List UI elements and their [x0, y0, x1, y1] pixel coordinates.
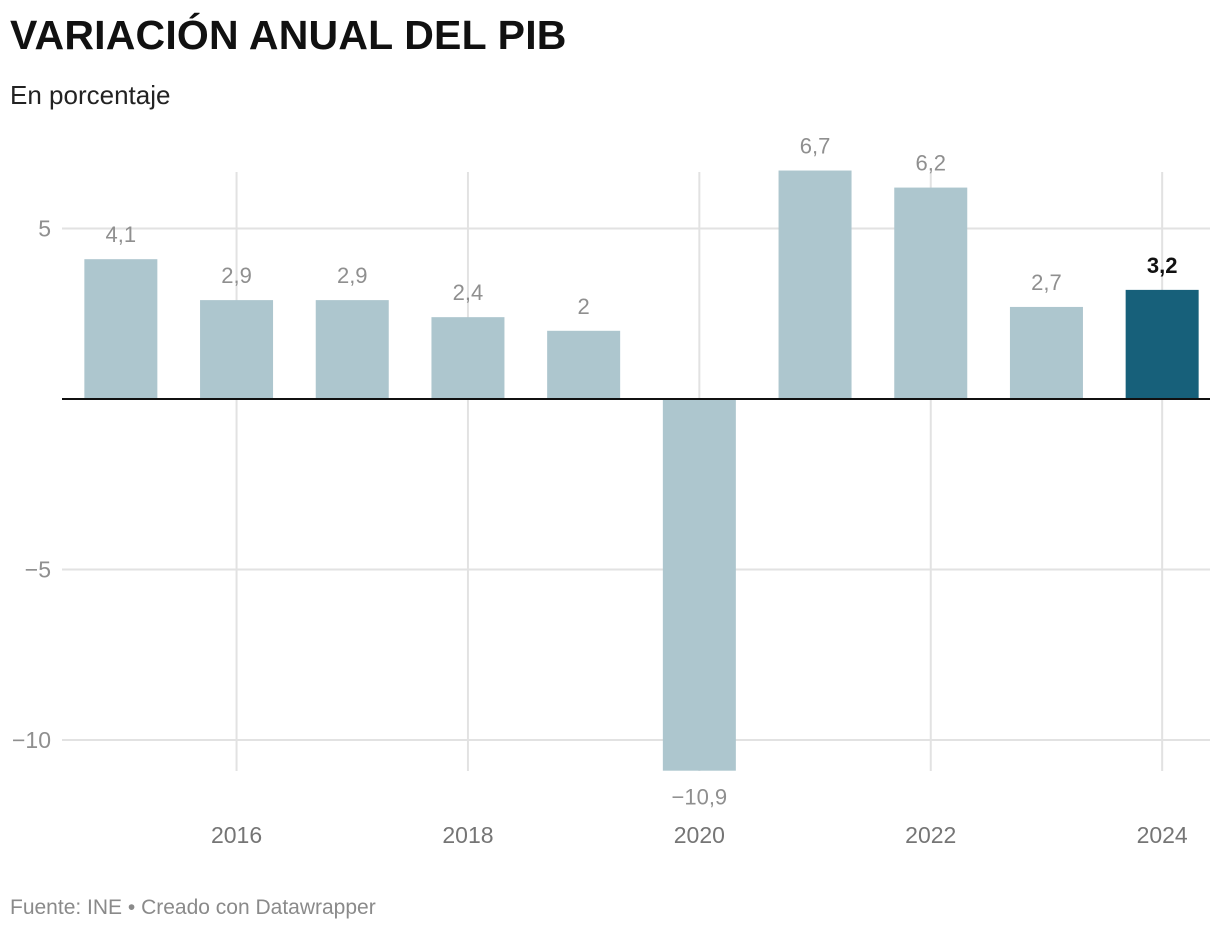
x-tick-label: 2018: [442, 822, 493, 848]
bar: [200, 300, 274, 399]
y-tick-label: −5: [25, 557, 51, 583]
chart-title: VARIACIÓN ANUAL DEL PIB: [10, 12, 567, 58]
bar: [1009, 306, 1083, 399]
x-tick-label: 2022: [905, 822, 956, 848]
data-label: −10,9: [672, 785, 728, 810]
data-label: 6,7: [800, 134, 831, 159]
data-label: 4,1: [106, 222, 137, 247]
data-label: 2,9: [221, 263, 252, 288]
bar: [315, 300, 389, 399]
bar: [894, 187, 968, 399]
data-label: 6,2: [915, 151, 946, 176]
data-label: 2,7: [1031, 270, 1062, 295]
y-tick-label: 5: [38, 216, 51, 242]
x-tick-label: 2024: [1137, 822, 1188, 848]
data-label: 3,2: [1147, 253, 1178, 278]
chart-footer: Fuente: INE • Creado con Datawrapper: [10, 896, 376, 919]
y-tick-label: −10: [12, 727, 51, 753]
bar: [84, 259, 158, 399]
bar: [547, 330, 621, 399]
bar: [431, 317, 505, 399]
bar: [662, 399, 736, 771]
x-tick-label: 2020: [674, 822, 725, 848]
bar-chart: 5 −5 −10 4,1 2,9 2,9 2,4 2 −10,9 6,7 6,2 2,7 3,2 2016…: [12, 134, 1210, 848]
chart-subtitle: En porcentaje: [10, 80, 171, 110]
x-tick-label: 2016: [211, 822, 262, 848]
bar: [1125, 289, 1199, 399]
bar: [778, 170, 852, 399]
data-label: 2,4: [453, 280, 484, 305]
data-label: 2: [578, 294, 590, 319]
data-label: 2,9: [337, 263, 368, 288]
